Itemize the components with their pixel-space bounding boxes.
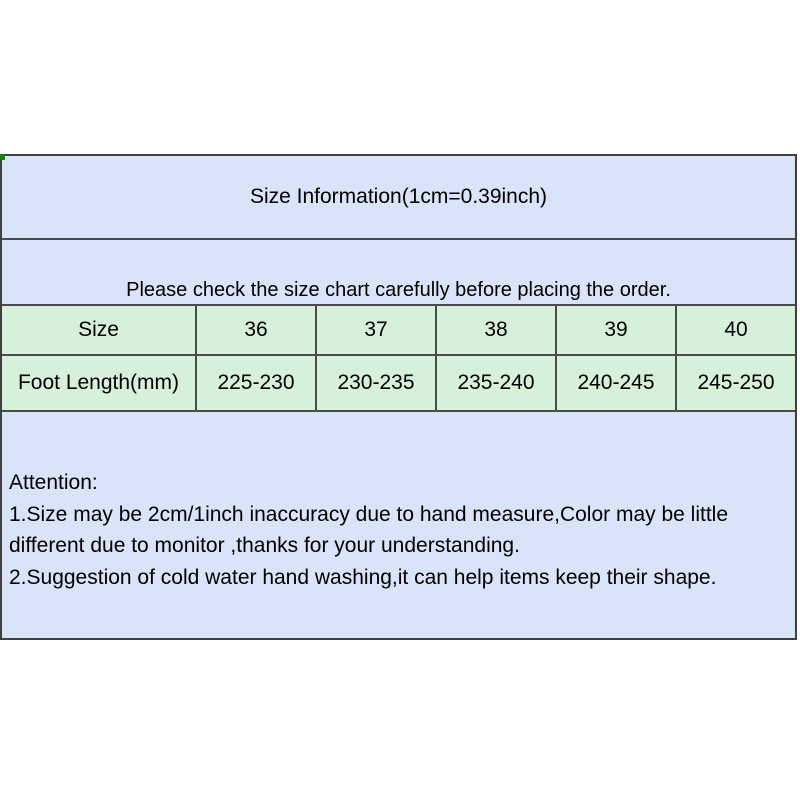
attention-line-1: 1.Size may be 2cm/1inch inaccuracy due t…: [9, 502, 729, 526]
size-value-40: 40: [675, 306, 795, 354]
size-row: Size 36 37 38 39 40: [2, 304, 795, 354]
attention-line-1-wrap: different due to monitor ,thanks for you…: [9, 534, 520, 557]
notice-text: Please check the size chart carefully be…: [126, 279, 671, 301]
foot-length-row-header: Foot Length(mm): [17, 371, 180, 394]
size-chart-panel: Size Information(1cm=0.39inch) Please ch…: [0, 154, 797, 640]
size-chart-title: Size Information(1cm=0.39inch): [249, 185, 548, 208]
foot-length-value-36: 225-230: [195, 356, 315, 410]
attention-heading: Attention:: [9, 471, 98, 494]
size-value-37: 37: [315, 306, 435, 354]
size-row-header: Size: [78, 318, 119, 341]
notice-row: Please check the size chart carefully be…: [2, 238, 795, 304]
size-value-36: 36: [195, 306, 315, 354]
attention-line-2: 2.Suggestion of cold water hand washing,…: [9, 565, 717, 589]
corner-artifact: [0, 154, 5, 160]
title-row: Size Information(1cm=0.39inch): [2, 156, 795, 238]
foot-length-value-38: 235-240: [435, 356, 555, 410]
size-value-39: 39: [555, 306, 675, 354]
foot-length-value-37: 230-235: [315, 356, 435, 410]
foot-length-value-39: 240-245: [555, 356, 675, 410]
size-value-38: 38: [435, 306, 555, 354]
foot-length-row: Foot Length(mm) 225-230 230-235 235-240 …: [2, 354, 795, 410]
foot-length-value-40: 245-250: [675, 356, 795, 410]
attention-section: Attention: 1.Size may be 2cm/1inch inacc…: [2, 410, 795, 638]
